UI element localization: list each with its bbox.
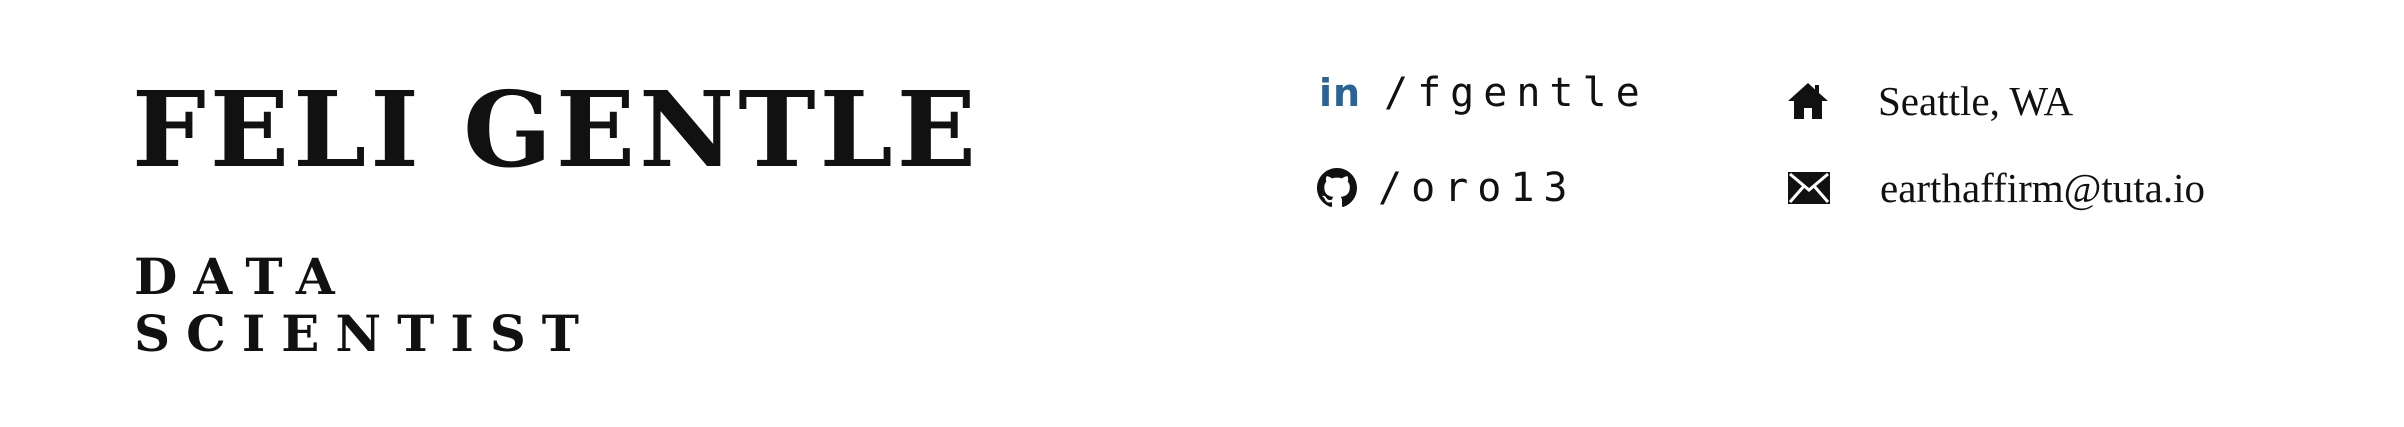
github-icon: [1316, 168, 1358, 208]
location-text: Seattle, WA: [1878, 78, 2074, 124]
github-handle[interactable]: /oro13: [1378, 165, 1577, 211]
job-title-line-2: SCIENTIST: [134, 304, 596, 363]
linkedin-handle[interactable]: /fgentle: [1384, 70, 1649, 116]
contact-linkedin[interactable]: in /fgentle: [1318, 70, 1649, 116]
home-icon: [1786, 81, 1830, 121]
contact-github[interactable]: /oro13: [1316, 165, 1577, 211]
job-title: DATA SCIENTIST: [134, 248, 595, 362]
full-name: FELI GENTLE: [132, 68, 981, 191]
job-title-line-1: DATA: [134, 247, 351, 306]
email-address[interactable]: earthaffirm@tuta.io: [1880, 165, 2206, 211]
mail-icon: [1788, 172, 1830, 204]
contact-email[interactable]: earthaffirm@tuta.io: [1788, 164, 2205, 212]
linkedin-icon: in: [1318, 71, 1362, 115]
contact-location: Seattle, WA: [1786, 77, 2073, 125]
